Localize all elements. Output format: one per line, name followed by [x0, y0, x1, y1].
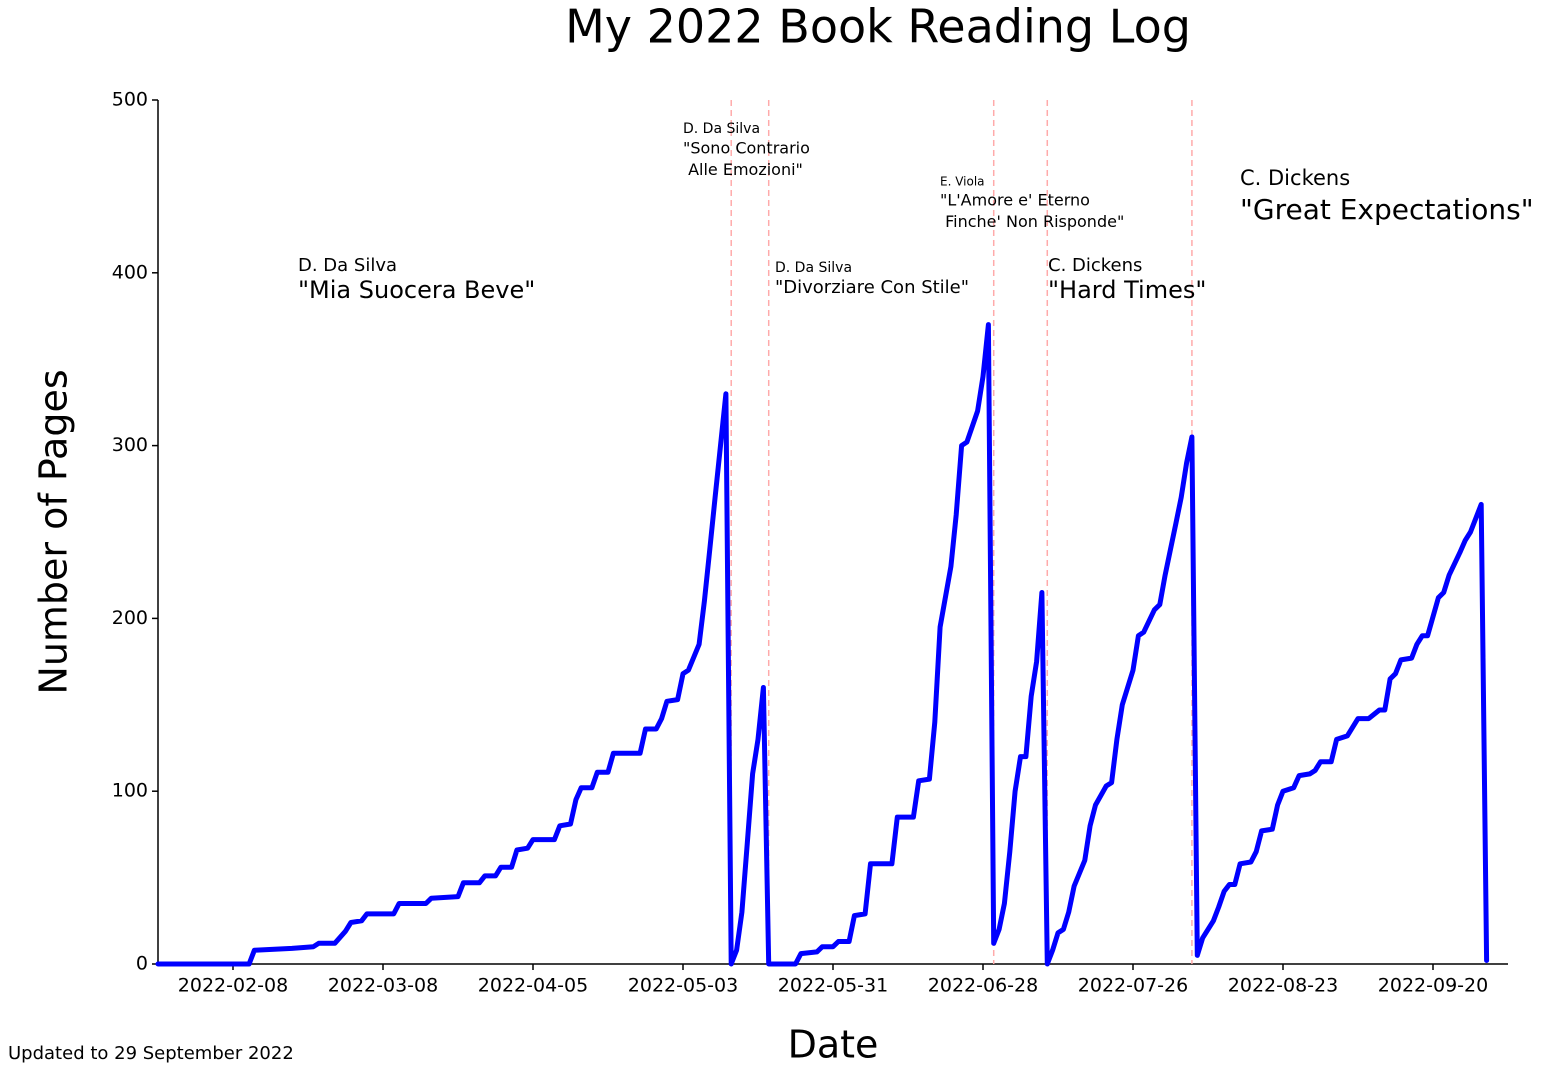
- annotation-title: "L'Amore e' Eterno: [940, 191, 1090, 210]
- annotation-author: D. Da Silva: [683, 121, 760, 137]
- y-tick-label: 400: [112, 261, 148, 283]
- x-tick-label: 2022-02-08: [178, 975, 288, 997]
- x-tick-label: 2022-07-26: [1078, 975, 1188, 997]
- x-tick-label: 2022-05-03: [628, 975, 738, 997]
- annotation-author: C. Dickens: [1240, 166, 1350, 190]
- y-tick-label: 200: [112, 607, 148, 629]
- annotation-title: Alle Emozioni": [683, 160, 803, 179]
- annotation-author: D. Da Silva: [298, 255, 397, 276]
- x-tick-label: 2022-06-28: [928, 975, 1038, 997]
- annotation-title: Finche' Non Risponde": [940, 212, 1124, 231]
- x-tick-label: 2022-03-08: [328, 975, 438, 997]
- annotation-title: "Sono Contrario: [683, 139, 810, 158]
- x-tick-label: 2022-05-31: [778, 975, 888, 997]
- annotation-author: E. Viola: [940, 175, 985, 189]
- y-tick-label: 300: [112, 434, 148, 456]
- y-tick-label: 0: [136, 953, 148, 975]
- footnote: Updated to 29 September 2022: [8, 1043, 294, 1064]
- annotation-title: "Great Expectations": [1240, 193, 1534, 226]
- annotation-title: "Hard Times": [1048, 276, 1206, 304]
- x-tick-label: 2022-09-20: [1378, 975, 1488, 997]
- annotation-title: "Mia Suocera Beve": [298, 276, 535, 304]
- x-tick-label: 2022-04-05: [478, 975, 588, 997]
- chart-title: My 2022 Book Reading Log: [565, 0, 1191, 54]
- annotation-author: D. Da Silva: [775, 260, 852, 276]
- y-tick-label: 100: [112, 780, 148, 802]
- pages-line: [155, 322, 1490, 967]
- x-axis-label: Date: [788, 1023, 879, 1067]
- y-tick-label: 500: [112, 89, 148, 111]
- annotation-title: "Divorziare Con Stile": [775, 277, 969, 298]
- x-tick-label: 2022-08-23: [1228, 975, 1338, 997]
- y-axis-label: Number of Pages: [32, 369, 76, 694]
- annotation-author: C. Dickens: [1048, 255, 1142, 276]
